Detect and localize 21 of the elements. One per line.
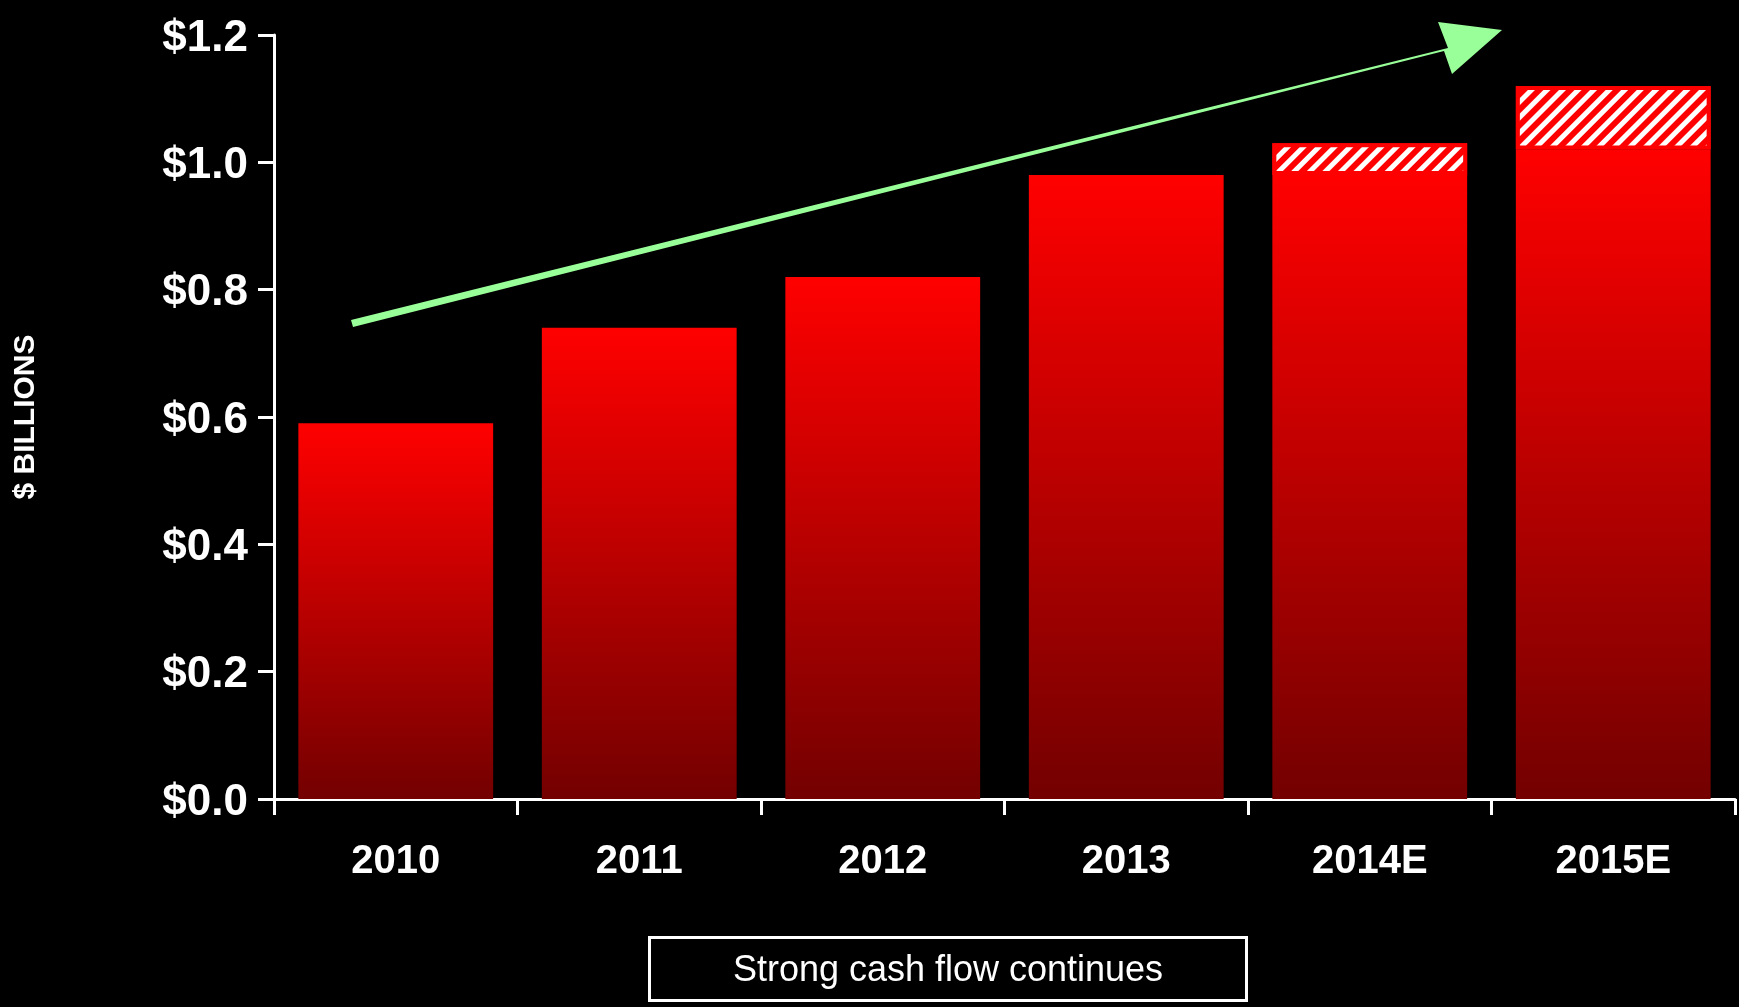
x-tick-label: 2012 [838, 837, 928, 881]
bar [298, 423, 494, 799]
bar [1028, 175, 1224, 799]
x-tick-label: 2010 [351, 837, 441, 881]
y-axis-title: $ BILLIONS [6, 334, 40, 500]
bar [1272, 175, 1468, 799]
y-tick-label: $0.6 [162, 392, 248, 442]
y-tick-label: $0.0 [162, 774, 248, 824]
x-tick-label: 2014E [1311, 837, 1428, 881]
y-tick-label: $0.4 [162, 519, 249, 569]
bar [785, 276, 981, 799]
y-tick-label: $1.2 [162, 10, 248, 60]
y-tick-label: $0.2 [162, 647, 248, 697]
x-tick-label: 2011 [595, 837, 683, 881]
y-tick-label: $0.8 [162, 265, 248, 315]
x-tick-label: 2013 [1081, 837, 1171, 881]
x-tick-label: 2015E [1555, 837, 1672, 881]
text: Strong cash flow continues [648, 936, 1248, 1002]
bar [541, 327, 737, 799]
bar [1515, 149, 1711, 799]
y-tick-label: $1.0 [162, 137, 248, 187]
